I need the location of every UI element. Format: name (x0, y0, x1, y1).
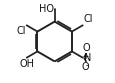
Text: O: O (81, 62, 89, 72)
Text: +: + (82, 52, 88, 61)
Text: Cl: Cl (83, 15, 92, 24)
Text: N: N (83, 53, 90, 63)
Text: HO: HO (39, 4, 53, 14)
Text: O: O (81, 43, 89, 53)
Text: Cl: Cl (17, 26, 26, 36)
Text: -: - (85, 62, 88, 71)
Text: OH: OH (20, 59, 35, 68)
